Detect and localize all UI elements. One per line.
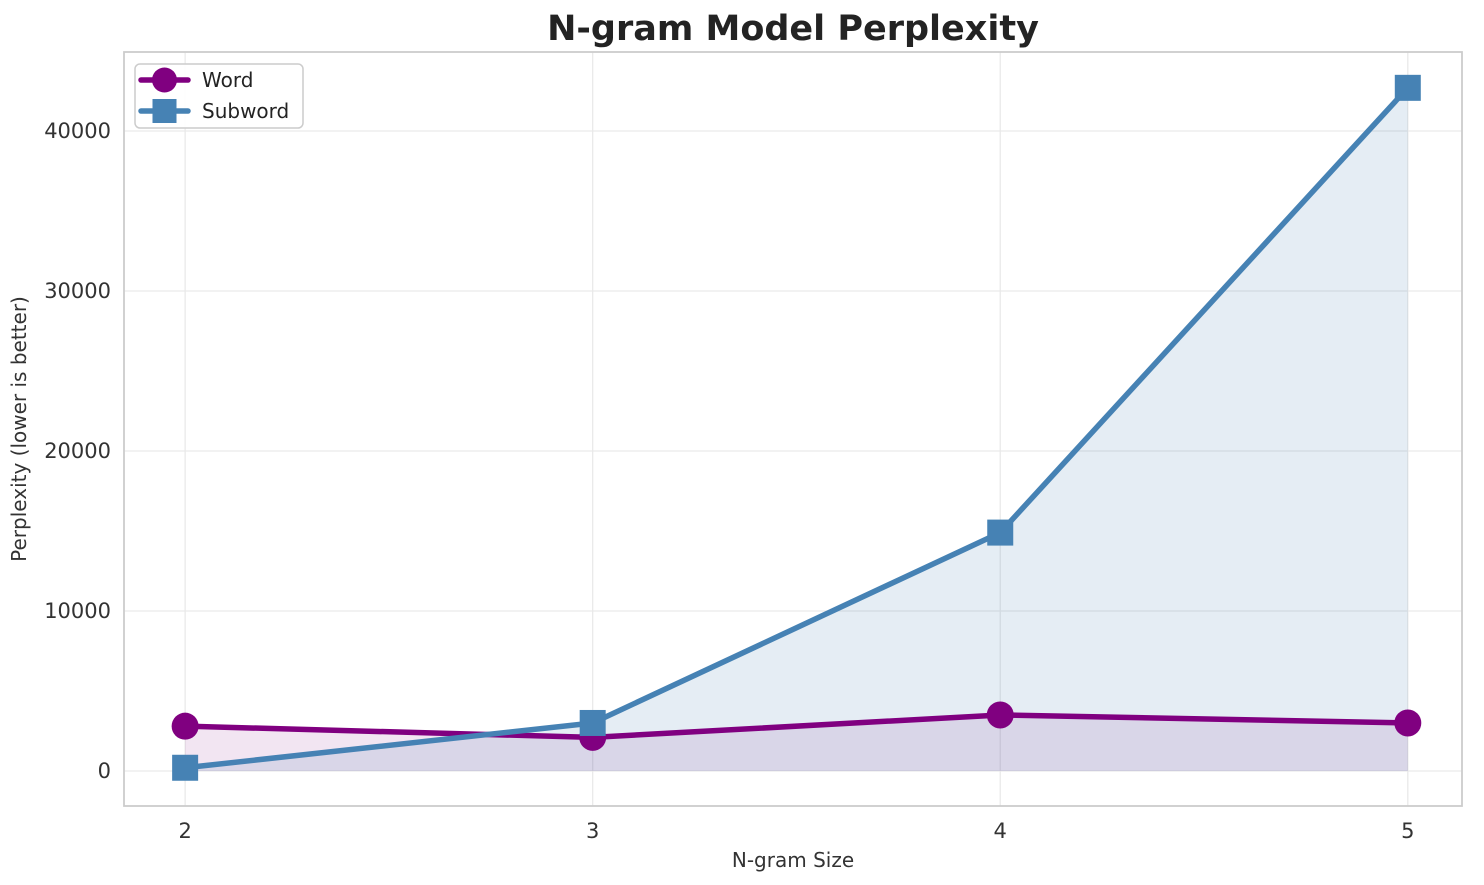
x-axis-label: N-gram Size xyxy=(732,848,854,872)
word-area-fill xyxy=(185,714,1408,771)
y-tick-label-2: 20000 xyxy=(44,439,111,463)
subword-marker-2 xyxy=(987,519,1014,546)
x-tick-label-0: 2 xyxy=(178,819,191,843)
plot-border xyxy=(123,51,1463,807)
word-marker-0 xyxy=(171,712,199,740)
legend-label-0: Word xyxy=(202,68,253,92)
y-tick-label-1: 10000 xyxy=(44,599,111,623)
chart-title: N-gram Model Perplexity xyxy=(547,9,1039,49)
plot-background xyxy=(124,52,1462,806)
subword-marker-0 xyxy=(172,754,199,781)
subword-marker-3 xyxy=(1394,74,1421,101)
subword-line xyxy=(182,85,1411,771)
legend-item-subword: Subword xyxy=(138,99,289,123)
subword-marker-1 xyxy=(579,709,606,736)
x-tick-label-1: 3 xyxy=(586,819,599,843)
word-line xyxy=(182,712,1411,741)
y-tick-label-4: 40000 xyxy=(44,119,111,143)
y-tick-label-0: 0 xyxy=(98,759,111,783)
subword-area-fill xyxy=(185,87,1408,771)
x-tick-label-3: 5 xyxy=(1401,819,1414,843)
x-tick-label-2: 4 xyxy=(994,819,1007,843)
legend-item-word: Word xyxy=(138,67,253,93)
y-axis-label: Perplexity (lower is better) xyxy=(7,296,31,562)
word-marker-3 xyxy=(1394,709,1422,737)
legend: Word Subword xyxy=(134,63,304,129)
legend-label-1: Subword xyxy=(202,99,289,123)
word-marker-2 xyxy=(986,701,1014,729)
legend-circle-marker-icon xyxy=(152,67,177,93)
y-tick-label-3: 30000 xyxy=(44,279,111,303)
legend-square-marker-icon xyxy=(152,99,177,123)
